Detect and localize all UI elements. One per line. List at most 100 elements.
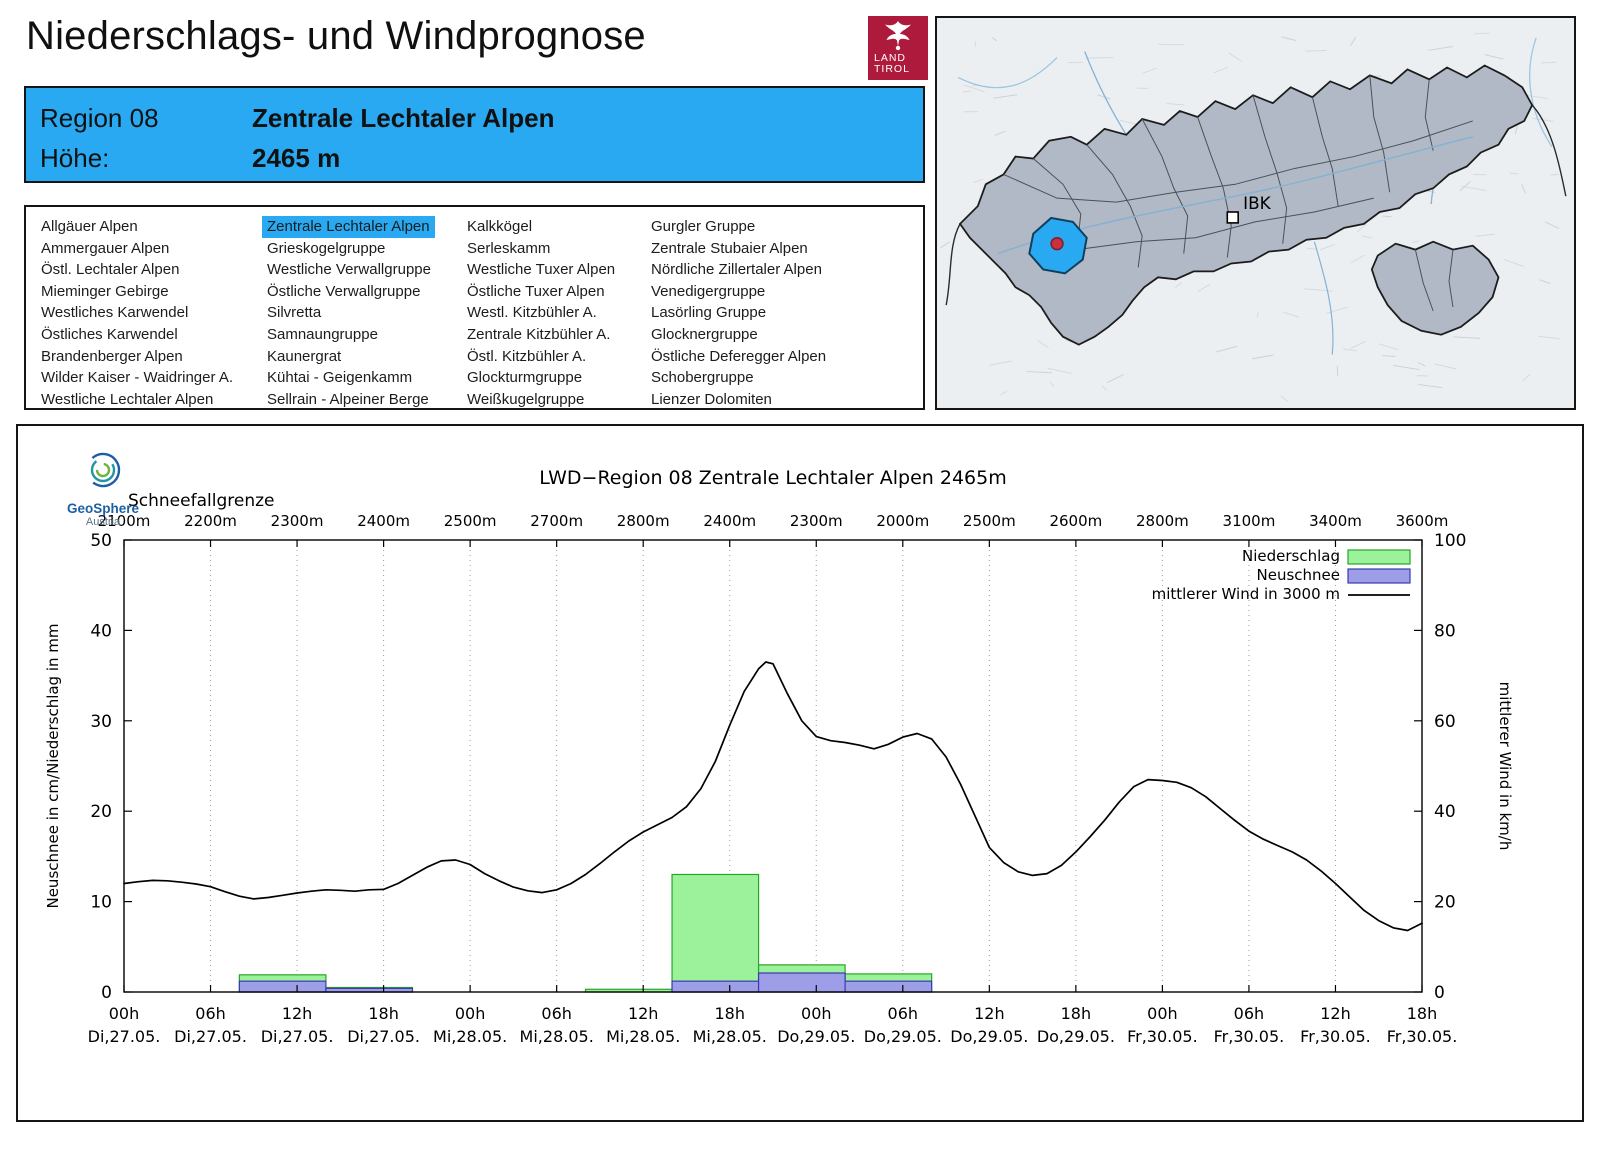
region-list-item[interactable]: Glockturmgruppe — [467, 369, 583, 387]
region-list-item[interactable]: Westliches Karwendel — [41, 304, 189, 322]
region-list-item[interactable]: Nördliche Zillertaler Alpen — [651, 261, 822, 279]
region-list-item[interactable]: Östl. Kitzbühler A. — [467, 347, 587, 365]
region-list-item[interactable]: Venedigergruppe — [651, 282, 766, 300]
snowline-label: Schneefallgrenze — [128, 491, 274, 511]
region-list-item-selected[interactable]: Zentrale Lechtaler Alpen — [262, 216, 435, 238]
svg-text:00h: 00h — [1147, 1004, 1178, 1023]
svg-text:2400m: 2400m — [357, 512, 410, 530]
region-list-item[interactable]: Westliche Tuxer Alpen — [467, 261, 616, 279]
selected-region-dot — [1050, 237, 1064, 251]
region-list-item[interactable]: Ammergauer Alpen — [41, 239, 170, 257]
region-list-item[interactable]: Mieminger Gebirge — [41, 282, 169, 300]
region-list-item[interactable]: Östliches Karwendel — [41, 325, 178, 343]
region-header: Region 08 Zentrale Lechtaler Alpen Höhe:… — [24, 86, 925, 183]
region-list-item[interactable]: Westliche Verwallgruppe — [267, 261, 431, 279]
region-list-item[interactable]: Westl. Kitzbühler A. — [467, 304, 597, 322]
svg-text:00h: 00h — [109, 1004, 140, 1023]
region-list-item[interactable]: Östliche Tuxer Alpen — [467, 282, 605, 300]
region-list-item[interactable]: Serleskamm — [467, 239, 551, 257]
svg-text:2100m: 2100m — [98, 512, 151, 530]
svg-text:Neuschnee: Neuschnee — [1257, 566, 1341, 584]
region-list-item[interactable]: Wilder Kaiser - Waidringer A. — [41, 369, 233, 387]
region-list-item[interactable]: Allgäuer Alpen — [41, 218, 138, 235]
region-list-item[interactable]: Schobergruppe — [651, 369, 754, 387]
svg-text:0: 0 — [1434, 983, 1445, 1003]
svg-text:3100m: 3100m — [1223, 512, 1276, 530]
axis-labels: 0 10 20 30 40 50 0 20 40 60 80 100 00h Di,27.05. 06h Di… — [88, 531, 1467, 1046]
tirol-map: IBK — [938, 18, 1573, 408]
svg-text:Fr,30.05.: Fr,30.05. — [1387, 1027, 1458, 1046]
grid-lines — [123, 540, 1423, 992]
region-list-item[interactable]: Zentrale Kitzbühler A. — [467, 325, 611, 343]
region-list-item[interactable]: Gurgler Gruppe — [651, 218, 756, 235]
region-list-item[interactable]: Sellrain - Alpeiner Berge — [267, 390, 429, 408]
svg-text:3400m: 3400m — [1309, 512, 1362, 530]
svg-text:2200m: 2200m — [184, 512, 237, 530]
svg-text:100: 100 — [1434, 531, 1466, 551]
svg-text:12h: 12h — [1320, 1004, 1351, 1023]
svg-text:2400m: 2400m — [703, 512, 756, 530]
geosphere-logo: GeoSphere Austria — [48, 446, 158, 528]
region-list-item[interactable]: Zentrale Stubaier Alpen — [651, 239, 808, 257]
svg-text:12h: 12h — [974, 1004, 1005, 1023]
region-list-column: Zentrale Lechtaler Alpen Grieskogelgruppe… — [262, 216, 462, 408]
hoehe-value: 2465 m — [252, 142, 341, 173]
region-list-item[interactable]: Östliche Deferegger Alpen — [651, 347, 827, 365]
svg-text:2800m: 2800m — [617, 512, 670, 530]
region-list: Allgäuer Alpen Ammergauer Alpen Östl. Lech… — [24, 205, 925, 410]
svg-text:12h: 12h — [628, 1004, 659, 1023]
svg-text:Mi,28.05.: Mi,28.05. — [433, 1027, 507, 1046]
svg-text:60: 60 — [1434, 712, 1456, 732]
svg-text:Mi,28.05.: Mi,28.05. — [520, 1027, 594, 1046]
region-list-item[interactable]: Silvretta — [267, 304, 322, 322]
svg-text:2500m: 2500m — [963, 512, 1016, 530]
chart-panel: GeoSphere Austria LWD−Region 08 Zentrale… — [16, 424, 1584, 1122]
map-panel: IBK — [935, 16, 1576, 410]
region-list-item[interactable]: Östl. Lechtaler Alpen — [41, 261, 180, 279]
svg-text:Do,29.05.: Do,29.05. — [864, 1027, 942, 1046]
region-list-column: Allgäuer Alpen Ammergauer Alpen Östl. Lech… — [36, 216, 262, 408]
svg-text:Do,29.05.: Do,29.05. — [777, 1027, 855, 1046]
svg-text:Fr,30.05.: Fr,30.05. — [1214, 1027, 1285, 1046]
region-list-item[interactable]: Lasörling Gruppe — [651, 304, 767, 322]
svg-text:06h: 06h — [1234, 1004, 1265, 1023]
svg-text:06h: 06h — [195, 1004, 226, 1023]
svg-text:Niederschlag: Niederschlag — [1242, 547, 1340, 565]
plot-border — [123, 539, 1423, 993]
svg-text:3600m: 3600m — [1396, 512, 1449, 530]
page-title: Niederschlags- und Windprognose — [26, 14, 646, 58]
land-tirol-wordmark: LAND TIROL — [874, 52, 910, 75]
region-list-item[interactable]: Weißkugelgruppe — [467, 390, 585, 408]
region-list-item[interactable]: Grieskogelgruppe — [267, 239, 386, 257]
svg-text:2600m: 2600m — [1049, 512, 1102, 530]
svg-text:2000m: 2000m — [876, 512, 929, 530]
axis-ticks — [123, 539, 1423, 993]
region-list-item[interactable]: Lienzer Dolomiten — [651, 390, 772, 408]
svg-text:mittlerer Wind in 3000 m: mittlerer Wind in 3000 m — [1152, 585, 1340, 603]
region-list-item[interactable]: Kalkkögel — [467, 218, 533, 235]
svg-text:2700m: 2700m — [530, 512, 583, 530]
svg-text:2500m: 2500m — [444, 512, 497, 530]
region-list-item[interactable]: Samnaungruppe — [267, 325, 378, 343]
svg-text:40: 40 — [1434, 802, 1456, 822]
region-list-item[interactable]: Kaunergrat — [267, 347, 342, 365]
svg-text:2300m: 2300m — [271, 512, 324, 530]
ibk-marker — [1226, 211, 1239, 224]
region-name: Zentrale Lechtaler Alpen — [252, 102, 555, 133]
svg-text:18h: 18h — [368, 1004, 399, 1023]
svg-text:Di,27.05.: Di,27.05. — [88, 1027, 161, 1046]
chart-title: LWD−Region 08 Zentrale Lechtaler Alpen 2… — [539, 467, 1006, 489]
region-list-item[interactable]: Glocknergruppe — [651, 325, 758, 343]
national-border — [945, 104, 1567, 306]
region-list-item[interactable]: Östliche Verwallgruppe — [267, 282, 421, 300]
region-list-item[interactable]: Brandenberger Alpen — [41, 347, 183, 365]
svg-text:40: 40 — [90, 621, 112, 641]
svg-text:Di,27.05.: Di,27.05. — [261, 1027, 334, 1046]
geosphere-name: GeoSphere — [66, 501, 140, 516]
region-list-item[interactable]: Westliche Lechtaler Alpen — [41, 390, 214, 408]
wind-line — [123, 661, 1423, 932]
region-list-item[interactable]: Kühtai - Geigenkamm — [267, 369, 413, 387]
svg-text:Fr,30.05.: Fr,30.05. — [1300, 1027, 1371, 1046]
svg-text:Do,29.05.: Do,29.05. — [950, 1027, 1028, 1046]
svg-text:30: 30 — [90, 712, 112, 732]
